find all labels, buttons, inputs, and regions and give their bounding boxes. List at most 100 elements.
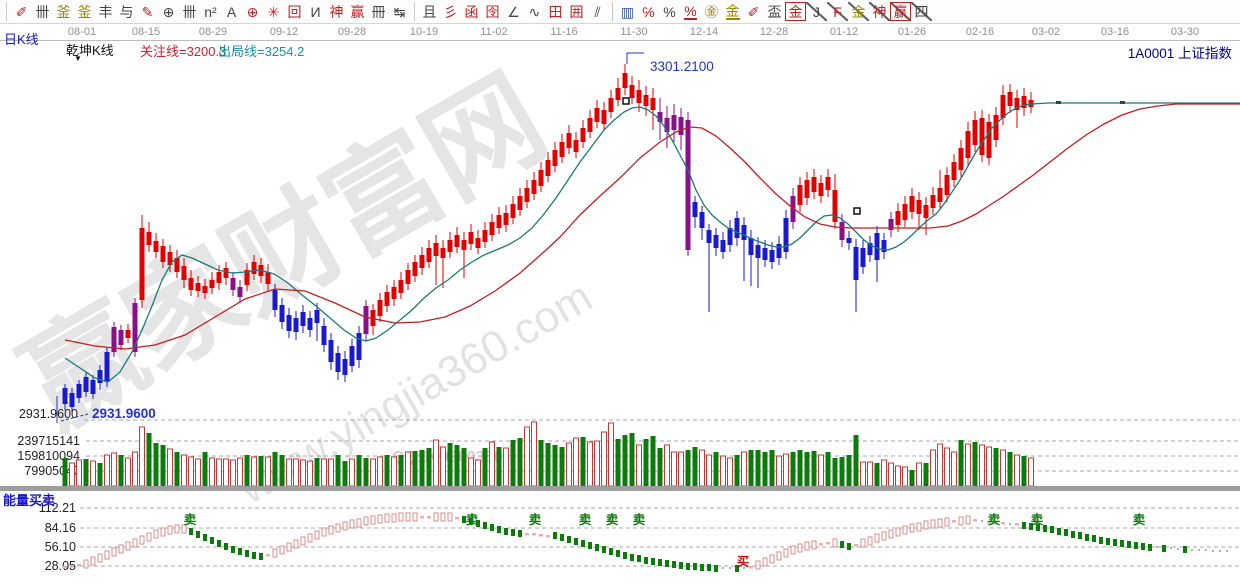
toolbar-icon-1-17[interactable]: 赢 — [350, 3, 365, 20]
date-label: 09-28 — [337, 26, 367, 38]
svg-text:3301.2100: 3301.2100 — [650, 59, 714, 74]
toolbar-icon-1-15[interactable]: И — [310, 3, 321, 20]
date-label: 03-16 — [1100, 26, 1130, 38]
attention-line-value: 关注线=3200.3 — [140, 44, 227, 59]
svg-text:卖: 卖 — [184, 512, 197, 527]
stock-code-name: 1A0001 上证指数 — [1127, 46, 1232, 61]
svg-text:卖: 卖 — [579, 512, 592, 527]
date-label: 01-26 — [897, 26, 927, 38]
toolbar-icon-3-7[interactable]: ✐ — [747, 3, 760, 20]
date-axis: 08-01 08-15 08-29 09-12 09-28 10-19 11-02 11-16… — [0, 25, 1240, 41]
toolbar-icon-3-15[interactable]: 四 — [911, 2, 932, 21]
toolbar-icon-3-5[interactable]: ㊎ — [704, 3, 719, 20]
indicator-dropdown-label: 乾坤K线 — [66, 43, 114, 58]
svg-text:卖: 卖 — [1133, 512, 1146, 527]
toolbar-icon-2-4[interactable]: 囹 — [485, 3, 500, 20]
toolbar-icon-2-2[interactable]: 彡 — [443, 3, 458, 20]
toolbar-icon-1-7[interactable]: ✎ — [141, 3, 154, 20]
signal-square-marker — [622, 97, 630, 105]
projection-tick — [1056, 101, 1061, 104]
svg-text:卖: 卖 — [606, 512, 619, 527]
toolbar-group-1: ✐ 卌釜釜丰与 ✎ ⊕ 卌 n² A ⊕ ✳ 回 И 神赢冊 ↹ — [6, 1, 414, 22]
date-label: 08-01 — [67, 26, 97, 38]
toolbar: ✐ 卌釜釜丰与 ✎ ⊕ 卌 n² A ⊕ ✳ 回 И 神赢冊 ↹ 且彡函囹 ∠ ∿ 田囲 ⫽ ▥ ℅%% ㊎金 ✐ 盃金 J F… — [0, 0, 1240, 24]
toolbar-icon-1-14[interactable]: 回 — [287, 3, 302, 20]
toolbar-icon-3-4[interactable]: % — [684, 2, 697, 20]
date-label: 01-12 — [829, 26, 859, 38]
oscillator-panel-title: 能量买卖 — [3, 493, 56, 508]
date-label: 03-30 — [1170, 26, 1200, 38]
date-label: 08-15 — [131, 26, 161, 38]
toolbar-icon-1-2[interactable]: 卌 — [35, 3, 50, 20]
toolbar-group-3: ▥ ℅%% ㊎金 ✐ 盃金 J F 金神赢四 — [612, 1, 936, 22]
date-label: 12-14 — [689, 26, 719, 38]
date-label: 11-02 — [480, 26, 508, 38]
toolbar-icon-2-5[interactable]: ∠ — [507, 3, 520, 20]
toolbar-icon-3-8[interactable]: 盃 — [767, 3, 782, 20]
svg-text:2931.9600: 2931.9600 — [19, 407, 78, 421]
kline-period-label[interactable]: 日K线 — [4, 32, 39, 47]
toolbar-icon-1-11[interactable]: A — [226, 3, 237, 20]
svg-text:卖: 卖 — [466, 512, 479, 527]
svg-text:56.10: 56.10 — [45, 540, 76, 554]
indicator-dropdown[interactable]: 乾坤K线 ▼ — [66, 40, 114, 63]
exit-line-value: 出局线=3254.2 — [218, 44, 305, 59]
toolbar-icon-2-3[interactable]: 函 — [464, 3, 479, 20]
signal-square-marker — [853, 207, 861, 215]
date-label: 11-16 — [550, 26, 578, 38]
toolbar-icon-1-1[interactable]: ✐ — [15, 3, 28, 20]
projection-tick — [1120, 101, 1125, 104]
toolbar-icon-3-9[interactable]: 金 — [785, 2, 806, 21]
svg-text:卖: 卖 — [529, 512, 542, 527]
date-label: 10-19 — [409, 26, 439, 38]
annotations: 3301.2100 2931.9600 — [56, 52, 714, 423]
candlestick-series — [62, 64, 1034, 412]
toolbar-icon-3-14[interactable]: 赢 — [890, 2, 911, 21]
toolbar-icon-3-2[interactable]: ℅ — [642, 3, 655, 20]
toolbar-icon-1-9[interactable]: 卌 — [182, 3, 197, 20]
toolbar-icon-1-8[interactable]: ⊕ — [162, 3, 175, 20]
svg-text:卖: 卖 — [1031, 512, 1044, 527]
toolbar-icon-1-16[interactable]: 神 — [329, 3, 344, 20]
toolbar-icon-1-18[interactable]: 冊 — [371, 3, 386, 20]
date-label: 02-16 — [965, 26, 995, 38]
toolbar-icon-1-10[interactable]: n² — [204, 3, 217, 20]
date-label: 09-12 — [269, 26, 299, 38]
sell-buy-markers: 卖卖卖卖卖卖卖卖卖买 — [184, 512, 1146, 569]
toolbar-icon-1-12[interactable]: ⊕ — [246, 3, 259, 20]
toolbar-icon-1-3[interactable]: 釜 — [56, 3, 71, 20]
ma-slow-line — [64, 103, 1240, 350]
chevron-down-icon: ▼ — [74, 54, 82, 63]
toolbar-icon-1-13[interactable]: ✳ — [267, 3, 280, 20]
date-label: 11-30 — [620, 26, 648, 38]
svg-text:84.16: 84.16 — [45, 521, 76, 535]
toolbar-icon-3-3[interactable]: % — [663, 3, 676, 20]
toolbar-group-2: 且彡函囹 ∠ ∿ 田囲 ⫽ — [414, 1, 612, 22]
toolbar-icon-2-7[interactable]: 田 — [548, 3, 563, 20]
toolbar-icon-3-11[interactable]: F — [827, 2, 848, 21]
toolbar-icon-2-8[interactable]: 囲 — [569, 3, 584, 20]
axis-labels: 2931.960023971514115981009479905047112.2… — [17, 407, 80, 573]
toolbar-icon-3-10[interactable]: J — [806, 2, 827, 21]
date-label: 12-28 — [759, 26, 789, 38]
toolbar-icon-2-1[interactable]: 且 — [422, 3, 437, 20]
toolbar-icon-2-6[interactable]: ∿ — [528, 3, 541, 20]
toolbar-icon-3-6[interactable]: 金 — [725, 2, 740, 20]
volume-bars — [62, 421, 1034, 487]
toolbar-icon-1-5[interactable]: 丰 — [98, 3, 113, 20]
toolbar-icon-3-13[interactable]: 神 — [869, 2, 890, 21]
toolbar-icon-1-6[interactable]: 与 — [119, 3, 134, 20]
date-label: 08-29 — [198, 26, 228, 38]
oscillator-marks — [63, 512, 1228, 572]
toolbar-icon-1-4[interactable]: 釜 — [77, 3, 92, 20]
ma-fast-line — [64, 102, 1240, 383]
toolbar-icon-2-9[interactable]: ⫽ — [594, 3, 601, 20]
toolbar-icon-3-12[interactable]: 金 — [848, 2, 869, 21]
panel-splitter — [0, 486, 1240, 491]
svg-text:买: 买 — [737, 555, 750, 569]
toolbar-icon-3-1[interactable]: ▥ — [620, 3, 635, 20]
date-label: 03-02 — [1031, 26, 1061, 38]
toolbar-icon-1-19[interactable]: ↹ — [393, 3, 406, 20]
